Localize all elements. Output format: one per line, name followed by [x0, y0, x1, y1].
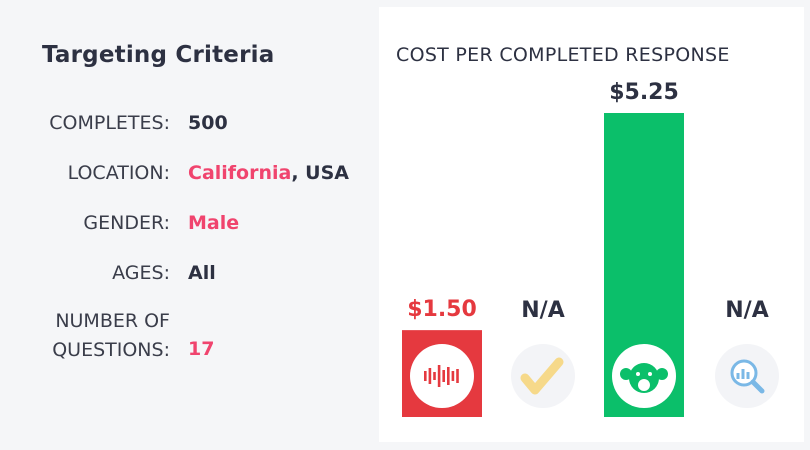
ages-value: All — [188, 262, 216, 284]
value-label-blue-magnifier-logo: N/A — [725, 298, 768, 323]
value-label-red-waveform-logo: $1.50 — [407, 297, 477, 322]
questions-label-line1: NUMBER OF — [55, 310, 170, 332]
questions-label-line2: QUESTIONS: — [52, 339, 170, 361]
location-label: LOCATION: — [67, 162, 170, 184]
blue-magnifier-logo-icon — [715, 344, 779, 408]
yellow-check-logo-icon — [511, 344, 575, 408]
location-value: California, USA — [188, 159, 349, 188]
chart-title: COST PER COMPLETED RESPONSE — [396, 44, 730, 66]
green-monkey-logo-icon — [612, 344, 676, 408]
value-label-green-monkey-logo: $5.25 — [609, 80, 679, 105]
red-waveform-logo-icon — [410, 344, 474, 408]
cost-bar-chart: $1.50 N/A $5.25 N/A — [402, 80, 779, 417]
location-highlight: California — [188, 162, 292, 184]
cost-chart-panel: COST PER COMPLETED RESPONSE $1.50 N/A $5.2… — [379, 7, 804, 442]
completes-value: 500 — [188, 112, 228, 134]
targeting-criteria-panel: Targeting Criteria COMPLETES: 500 LOCATI… — [0, 0, 378, 450]
ages-label: AGES: — [112, 262, 170, 284]
location-country: , USA — [291, 162, 349, 184]
questions-value: 17 — [188, 338, 215, 360]
gender-label: GENDER: — [83, 212, 170, 234]
value-label-yellow-check-logo: N/A — [521, 298, 564, 323]
targeting-criteria-title: Targeting Criteria — [42, 42, 275, 68]
gender-value: Male — [188, 212, 240, 234]
completes-label: COMPLETES: — [49, 112, 170, 134]
